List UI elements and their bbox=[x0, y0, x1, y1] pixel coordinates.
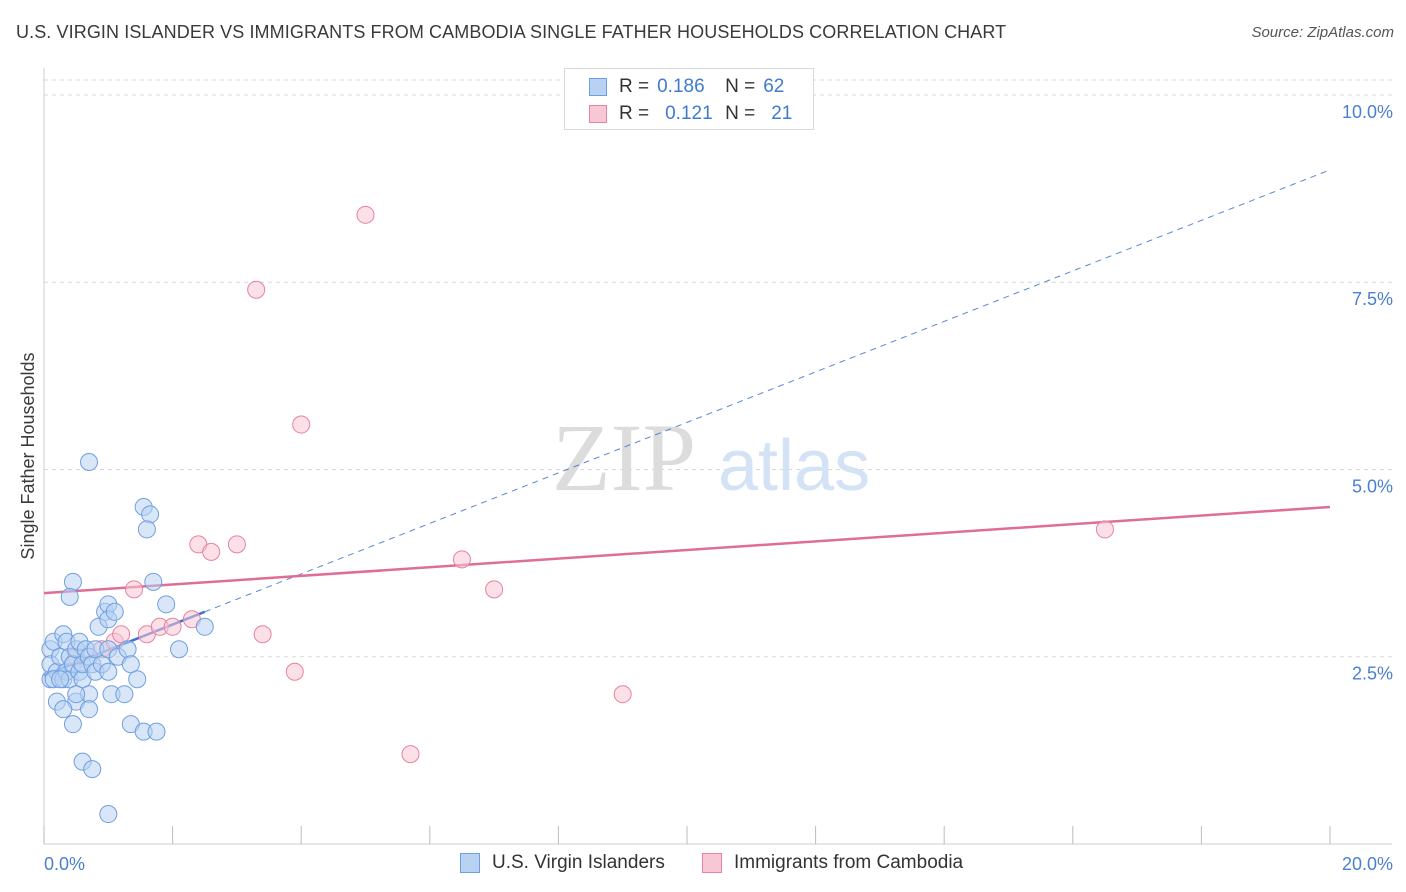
data-points bbox=[41, 205, 1114, 824]
data-point-virgin-islanders bbox=[63, 715, 82, 734]
r-value: 0.186 bbox=[657, 76, 705, 97]
trend-lines bbox=[43, 169, 1331, 677]
pink-swatch-icon bbox=[589, 105, 607, 123]
data-point-cambodia bbox=[613, 685, 632, 704]
y-tick-label: 10.0% bbox=[1342, 102, 1393, 122]
data-point-cambodia bbox=[227, 535, 246, 554]
data-point-virgin-islanders bbox=[141, 505, 160, 524]
legend-item-cambodia: Immigrants from Cambodia bbox=[702, 850, 963, 876]
data-point-virgin-islanders bbox=[51, 670, 70, 689]
data-point-virgin-islanders bbox=[54, 700, 73, 719]
data-point-virgin-islanders bbox=[99, 805, 118, 824]
r-label: R = bbox=[619, 103, 650, 124]
data-point-cambodia bbox=[285, 662, 304, 681]
pink-swatch-icon bbox=[702, 853, 722, 873]
data-point-virgin-islanders bbox=[60, 587, 79, 606]
watermark-atlas: atlas bbox=[718, 426, 870, 506]
x-tick-label: 0.0% bbox=[44, 854, 85, 874]
blue-swatch-icon bbox=[589, 78, 607, 96]
stats-legend: R = 0.186 N = 62 R = 0.121 N = 21 bbox=[564, 68, 814, 130]
x-tick-label: 20.0% bbox=[1342, 854, 1393, 874]
data-point-virgin-islanders bbox=[105, 602, 124, 621]
watermark-zip: ZIP bbox=[552, 404, 696, 511]
data-point-cambodia bbox=[125, 580, 144, 599]
trend-line-cambodia bbox=[43, 505, 1331, 595]
data-point-cambodia bbox=[485, 580, 504, 599]
legend-label: Immigrants from Cambodia bbox=[734, 852, 964, 873]
data-point-virgin-islanders bbox=[80, 700, 99, 719]
data-point-cambodia bbox=[356, 205, 375, 224]
data-point-virgin-islanders bbox=[144, 572, 163, 591]
axes bbox=[43, 68, 1392, 845]
data-point-virgin-islanders bbox=[121, 655, 140, 674]
y-axis-label: Single Father Households bbox=[18, 352, 38, 559]
data-point-virgin-islanders bbox=[83, 760, 102, 779]
tick-labels: 2.5% 5.0% 7.5% 10.0% 0.0% 20.0% bbox=[44, 102, 1393, 874]
data-point-cambodia bbox=[253, 625, 272, 644]
n-value: 21 bbox=[771, 103, 793, 124]
data-point-virgin-islanders bbox=[128, 670, 147, 689]
data-point-virgin-islanders bbox=[195, 617, 214, 636]
trend-line-virgin-islanders-dashed bbox=[204, 169, 1331, 613]
data-point-virgin-islanders bbox=[118, 640, 137, 659]
legend-row-virgin-islanders: R = 0.186 N = 62 bbox=[589, 75, 784, 99]
chart-title: U.S. VIRGIN ISLANDER VS IMMIGRANTS FROM … bbox=[16, 22, 1007, 42]
data-point-virgin-islanders bbox=[170, 640, 189, 659]
legend-label: U.S. Virgin Islanders bbox=[492, 852, 665, 873]
n-value: 62 bbox=[763, 76, 785, 97]
n-label: N = bbox=[725, 76, 756, 97]
data-point-virgin-islanders bbox=[80, 453, 99, 471]
grid-lines bbox=[44, 79, 1392, 658]
n-label: N = bbox=[725, 103, 756, 124]
data-point-virgin-islanders bbox=[137, 520, 156, 539]
y-tick-label: 2.5% bbox=[1352, 664, 1393, 684]
source-label: Source: ZipAtlas.com bbox=[1251, 24, 1394, 41]
legend-item-virgin-islanders: U.S. Virgin Islanders bbox=[460, 850, 665, 876]
legend-row-cambodia: R = 0.121 N = 21 bbox=[589, 102, 792, 126]
blue-swatch-icon bbox=[460, 853, 480, 873]
r-value: 0.121 bbox=[665, 103, 713, 124]
data-point-cambodia bbox=[1095, 520, 1114, 539]
data-point-virgin-islanders bbox=[63, 572, 82, 591]
y-tick-label: 7.5% bbox=[1352, 289, 1393, 309]
data-point-cambodia bbox=[292, 415, 311, 434]
data-point-virgin-islanders bbox=[67, 685, 86, 704]
data-point-cambodia bbox=[202, 542, 221, 561]
y-tick-label: 5.0% bbox=[1352, 476, 1393, 496]
data-point-virgin-islanders bbox=[115, 685, 134, 704]
data-point-virgin-islanders bbox=[147, 722, 166, 741]
data-point-cambodia bbox=[452, 550, 471, 569]
r-label: R = bbox=[619, 76, 650, 97]
data-point-virgin-islanders bbox=[157, 595, 176, 614]
data-point-cambodia bbox=[247, 280, 266, 299]
data-point-cambodia bbox=[401, 745, 420, 764]
data-point-cambodia bbox=[112, 625, 131, 644]
data-point-cambodia bbox=[163, 617, 182, 636]
data-point-virgin-islanders bbox=[99, 662, 118, 681]
